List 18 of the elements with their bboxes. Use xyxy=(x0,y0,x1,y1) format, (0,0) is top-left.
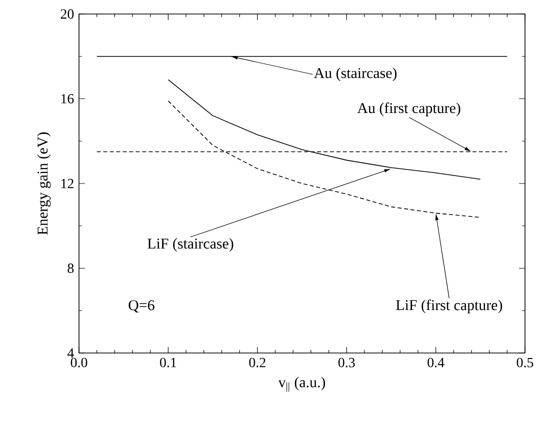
y-tick-label: 20 xyxy=(60,9,74,19)
annotation: Au (staircase) xyxy=(314,68,397,82)
x-tick-label: 0.1 xyxy=(160,358,176,368)
x-tick-label: 0.2 xyxy=(249,358,266,368)
y-axis-title: Energy gain (eV) xyxy=(37,132,51,235)
x-tick-label: 0.3 xyxy=(338,358,355,368)
y-tick-label: 4 xyxy=(67,348,74,358)
x-tick-label: 0.0 xyxy=(70,358,88,368)
x-axis-title: v$_{||}$ (a.u.) xyxy=(278,376,326,392)
y-tick-label: 8 xyxy=(68,264,74,273)
y-tick-label: 12 xyxy=(61,178,74,188)
y-tick-label: 16 xyxy=(61,94,74,104)
annotation: LiF (first capture) xyxy=(396,300,502,314)
x-tick-label: 0.5 xyxy=(516,358,534,368)
annotation: LiF (staircase) xyxy=(148,238,234,252)
x-tick-label: 0.4 xyxy=(428,358,444,368)
annotation: Au (first capture) xyxy=(357,102,460,116)
annotation: Q=6 xyxy=(128,300,154,313)
